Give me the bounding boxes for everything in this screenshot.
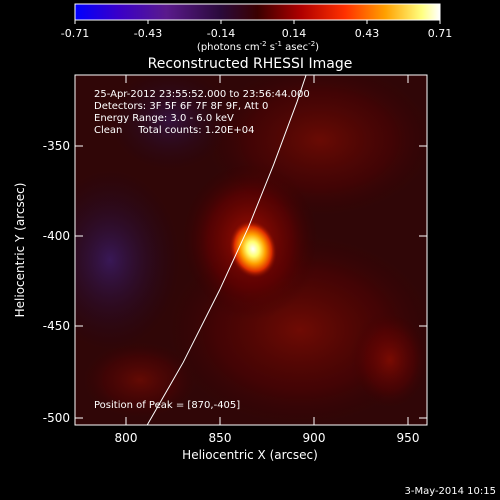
colorbar-units: (photons cm-2 s-1 asec-2) xyxy=(197,40,319,53)
y-tick-label: -450 xyxy=(43,319,70,333)
colorbar-tick-label: -0.71 xyxy=(61,27,89,40)
plot-title: Reconstructed RHESSI Image xyxy=(148,56,353,72)
colorbar-tick-label: 0.43 xyxy=(355,27,380,40)
energy-range-text: Energy Range: 3.0 - 6.0 keV xyxy=(94,113,234,124)
y-tick-label: -350 xyxy=(43,139,70,153)
plot-frame xyxy=(74,74,428,426)
y-axis-label: Heliocentric Y (arcsec) xyxy=(13,183,27,318)
flare-source xyxy=(228,219,278,279)
footer-date: 3-May-2014 10:15 xyxy=(404,486,496,497)
x-tick-label: 900 xyxy=(303,431,326,445)
x-axis xyxy=(125,75,409,425)
peak-position-text: Position of Peak = [870,-405] xyxy=(94,400,240,411)
clean-counts-text: Clean Total counts: 1.20E+04 xyxy=(94,125,254,136)
colorbar-ticks xyxy=(74,20,441,24)
x-axis-label: Heliocentric X (arcsec) xyxy=(182,448,318,462)
time-range-text: 25-Apr-2012 23:55:52.000 to 23:56:44.000 xyxy=(94,89,310,100)
y-tick-label: -500 xyxy=(43,411,70,425)
x-tick-label: 950 xyxy=(397,431,420,445)
y-axis xyxy=(75,145,427,419)
y-tick-label: -400 xyxy=(43,229,70,243)
solar-limb-line xyxy=(146,75,307,425)
rhessi-image xyxy=(75,75,427,425)
detectors-text: Detectors: 3F 5F 6F 7F 8F 9F, Att 0 xyxy=(94,101,268,112)
colorbar-tick-label: -0.43 xyxy=(134,27,162,40)
x-tick-label: 850 xyxy=(209,431,232,445)
colorbar-tick-label: 0.71 xyxy=(428,27,453,40)
colorbar-tick-label: 0.14 xyxy=(282,27,307,40)
colorbar-tick-label: -0.14 xyxy=(207,27,235,40)
x-tick-label: 800 xyxy=(115,431,138,445)
colorbar xyxy=(74,3,441,21)
